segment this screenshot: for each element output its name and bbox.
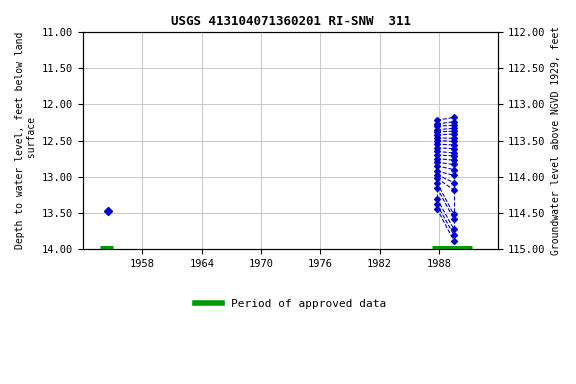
Title: USGS 413104071360201 RI-SNW  311: USGS 413104071360201 RI-SNW 311 [170, 15, 411, 28]
Y-axis label: Groundwater level above NGVD 1929, feet: Groundwater level above NGVD 1929, feet [551, 26, 561, 255]
Y-axis label: Depth to water level, feet below land
 surface: Depth to water level, feet below land su… [15, 32, 37, 249]
Legend: Period of approved data: Period of approved data [190, 294, 391, 313]
